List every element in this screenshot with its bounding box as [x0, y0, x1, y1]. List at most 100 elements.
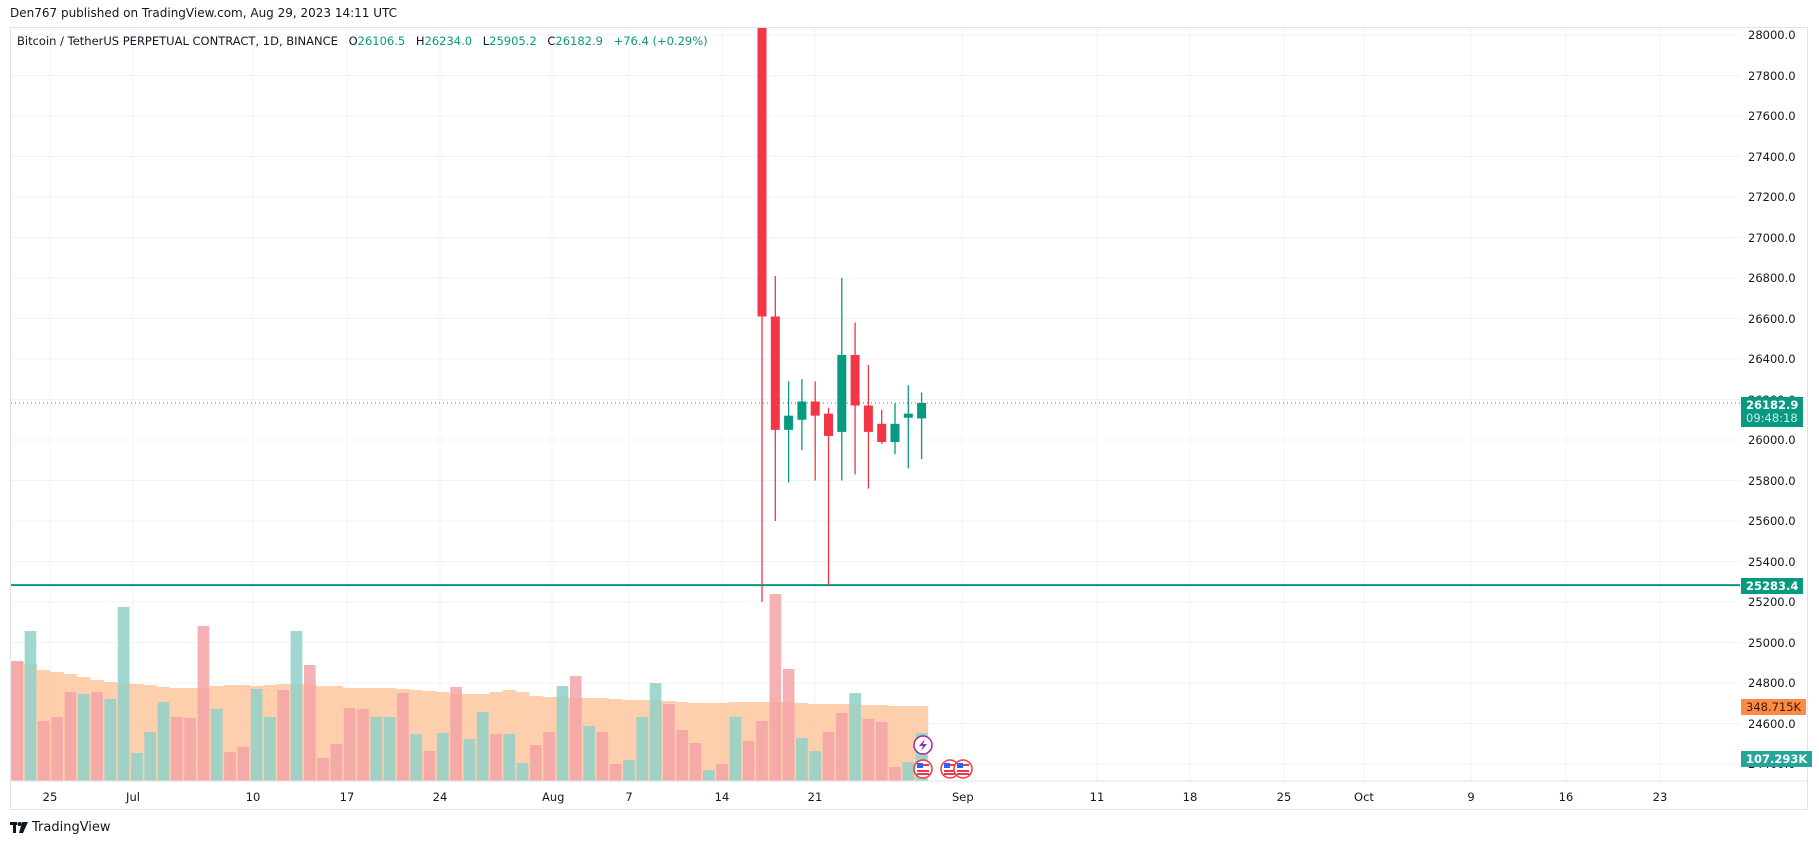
volume-bar [503, 734, 516, 781]
price-tick-label: 28000.0 [1748, 28, 1796, 42]
volume-bar [104, 699, 117, 781]
high-value: 26234.0 [424, 34, 473, 48]
volume-bar [210, 709, 223, 781]
volume-bar [303, 665, 316, 781]
price-tick-label: 25600.0 [1748, 514, 1796, 528]
low-value: 25905.2 [489, 34, 537, 48]
volume-bar [224, 752, 236, 781]
price-tick-label: 27000.0 [1748, 230, 1796, 245]
volume-bar [357, 709, 369, 781]
volume-bar [157, 702, 170, 781]
us-flag-event-icon[interactable] [953, 759, 973, 779]
volume-bar [264, 717, 276, 781]
volume-bar [237, 747, 250, 781]
chart-frame [10, 27, 1808, 810]
volume-bar [11, 661, 24, 781]
volume-bar [397, 693, 409, 781]
volume-bar [144, 732, 157, 781]
volume-bar [849, 693, 861, 781]
volume-bar [689, 743, 702, 781]
volume-bar [915, 733, 928, 781]
volume-bar [569, 676, 582, 781]
price-tick-label: 25200.0 [1748, 595, 1796, 609]
candle[interactable] [784, 415, 794, 430]
volume-bar [875, 722, 888, 781]
candle[interactable] [810, 401, 820, 416]
price-tick-label: 25000.0 [1748, 635, 1796, 650]
price-tick-label: 27600.0 [1748, 109, 1796, 123]
volume-tag: 107.293K [1741, 751, 1813, 767]
time-tick-label: 17 [339, 790, 355, 804]
candle[interactable] [824, 413, 833, 436]
candle[interactable] [917, 402, 927, 419]
candle[interactable] [797, 401, 807, 420]
candle[interactable] [837, 354, 847, 432]
volume-bar [729, 717, 742, 781]
volume-bar [436, 733, 449, 781]
price-tick-label: 24800.0 [1748, 676, 1796, 690]
candle[interactable] [903, 413, 913, 418]
volume-bar [317, 758, 329, 781]
volume-bar [756, 721, 768, 781]
publisher-caption: Den767 published on TradingView.com, Aug… [10, 6, 398, 20]
close-value: 26182.9 [555, 34, 603, 48]
price-tick-label: 26600.0 [1748, 311, 1796, 326]
volume-bar [796, 738, 808, 781]
tradingview-logo-icon [10, 822, 28, 833]
volume-bar [476, 712, 489, 781]
us-flag-event-icon[interactable] [913, 759, 933, 779]
volume-bar [37, 721, 50, 781]
volume-bar [676, 730, 689, 781]
time-tick-label: 16 [1558, 790, 1574, 804]
candle[interactable] [890, 423, 900, 443]
volume-bar [450, 687, 462, 781]
volume-bar [889, 767, 901, 781]
volume-bar [170, 717, 183, 781]
price-tick-label: 27200.0 [1748, 190, 1796, 204]
volume-bar [184, 718, 196, 781]
candle[interactable] [850, 354, 860, 406]
candle[interactable] [877, 423, 887, 443]
volume-bar [742, 741, 755, 781]
time-tick-label: 7 [625, 790, 633, 804]
time-tick-label: 24 [432, 790, 448, 804]
volume-bar [383, 717, 396, 781]
volume-bar [423, 751, 436, 781]
volume-bar [782, 669, 795, 781]
volume-bar [663, 704, 675, 781]
price-tick-label: 25800.0 [1748, 473, 1796, 488]
volume-bar [636, 717, 649, 781]
volume-bar [583, 726, 595, 781]
open-value: 26106.5 [357, 34, 406, 48]
volume-ma-tag: 348.715K [1741, 699, 1807, 715]
volume-bar [117, 607, 130, 781]
time-tick-label: 11 [1089, 790, 1105, 804]
price-tick-label: 27400.0 [1748, 149, 1796, 164]
volume-bar [623, 760, 635, 781]
tradingview-logo[interactable]: TradingView [10, 820, 111, 835]
volume-bar [77, 694, 90, 781]
time-tick-label: 25 [1276, 790, 1292, 804]
volume-bar [343, 708, 356, 781]
volume-bar [543, 732, 556, 781]
candle[interactable] [863, 405, 873, 432]
time-tick-label: Sep [952, 790, 974, 804]
volume-bar [835, 713, 848, 781]
volume-bar [330, 744, 343, 781]
time-tick-label: 14 [714, 790, 730, 804]
time-tick-label: Jul [126, 790, 140, 804]
change-value: +76.4 (+0.29%) [613, 34, 708, 48]
tradingview-brand-text: TradingView [32, 820, 111, 835]
volume-bar [277, 690, 290, 781]
volume-bar [463, 739, 476, 781]
candle[interactable] [770, 316, 780, 430]
volume-bar [370, 717, 383, 781]
volume-bar [609, 764, 622, 781]
volume-bar [649, 683, 662, 781]
symbol-legend: Bitcoin / TetherUS PERPETUAL CONTRACT, 1… [17, 34, 708, 48]
time-tick-label: 23 [1652, 790, 1668, 804]
candle[interactable] [757, 0, 767, 317]
lightning-event-icon[interactable] [913, 735, 933, 755]
volume-bar [716, 764, 728, 781]
